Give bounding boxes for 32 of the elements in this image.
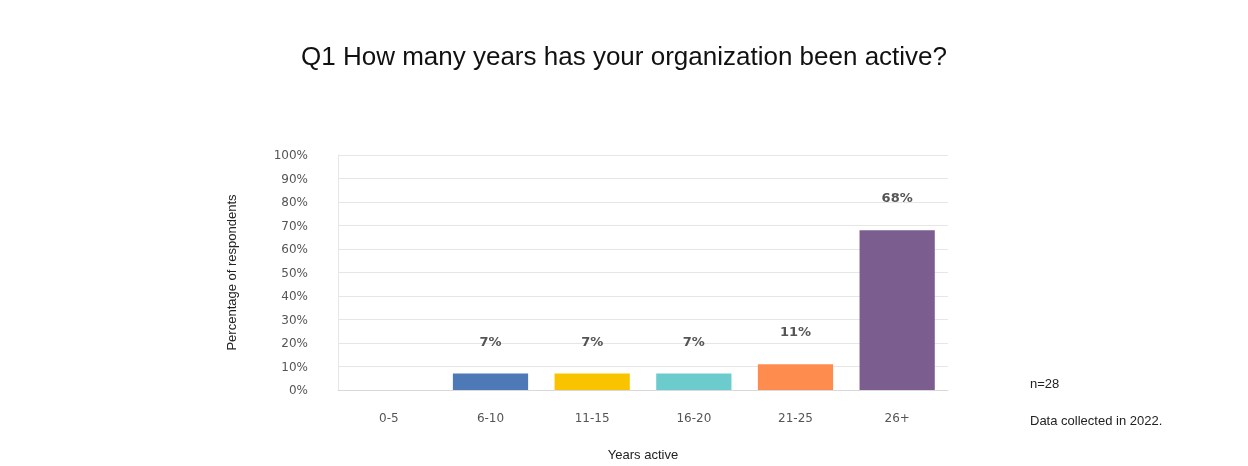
y-tick-label: 100% (273, 148, 308, 162)
data-label: 11% (779, 324, 812, 340)
data-label: 68% (881, 190, 913, 206)
x-axis-title: Years active (607, 447, 679, 462)
x-tick-label: 6-10 (476, 411, 505, 425)
y-tick-label: 20% (281, 336, 308, 350)
data-label: 7% (682, 333, 705, 349)
x-tick-label: 21-25 (778, 411, 813, 425)
x-tick-label: 0-5 (379, 411, 399, 425)
bar (757, 364, 834, 390)
y-tick-label: 60% (281, 242, 308, 256)
y-tick-label: 50% (281, 265, 308, 280)
y-tick-label: 30% (281, 312, 308, 327)
y-tick-label: 90% (281, 171, 308, 186)
data-label: 7% (479, 333, 502, 349)
bar (452, 373, 529, 390)
chart-title: Q1 How many years has your organization been active? (300, 41, 948, 71)
y-tick-label: 10% (281, 359, 308, 374)
x-tick-label: 26+ (884, 411, 910, 425)
bar (656, 373, 732, 390)
y-tick-label: 40% (281, 289, 308, 303)
bar (859, 230, 935, 390)
text: Data collected in 2022. (1030, 413, 1163, 428)
text: n=28 (1030, 376, 1060, 391)
x-tick-label: 11-15 (574, 411, 610, 425)
y-tick-label: 0% (288, 383, 308, 397)
data-label: 7% (581, 333, 604, 349)
y-axis-title: Percentage of respondents (224, 193, 239, 351)
x-tick-label: 16-20 (676, 411, 712, 425)
y-tick-label: 70% (281, 218, 308, 233)
bar (554, 373, 630, 390)
y-tick-label: 80% (281, 195, 308, 209)
